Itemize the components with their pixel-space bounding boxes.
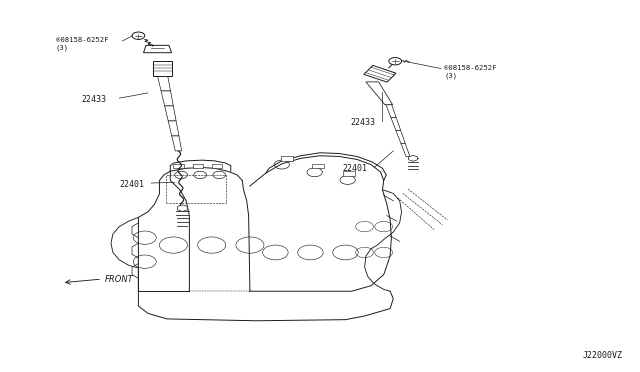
Text: 22401: 22401 <box>342 164 367 173</box>
Text: 22401: 22401 <box>119 180 144 189</box>
Polygon shape <box>143 45 172 53</box>
Polygon shape <box>386 105 396 118</box>
Polygon shape <box>177 205 188 211</box>
Bar <box>312 164 324 168</box>
Polygon shape <box>364 65 396 82</box>
Bar <box>193 164 203 168</box>
Polygon shape <box>408 155 417 161</box>
Polygon shape <box>401 144 410 157</box>
Polygon shape <box>161 91 173 106</box>
Bar <box>344 171 355 176</box>
Bar <box>153 61 172 76</box>
Polygon shape <box>164 106 176 121</box>
Polygon shape <box>396 131 405 144</box>
Bar <box>212 164 222 168</box>
Bar <box>281 157 292 161</box>
Polygon shape <box>172 136 182 151</box>
Bar <box>173 164 184 168</box>
Polygon shape <box>168 121 179 136</box>
Polygon shape <box>391 118 401 131</box>
Text: ®08158-6252F
(3): ®08158-6252F (3) <box>56 37 108 51</box>
Circle shape <box>389 58 401 65</box>
Bar <box>166 175 227 203</box>
Text: FRONT: FRONT <box>105 275 134 283</box>
Polygon shape <box>366 82 393 105</box>
Circle shape <box>132 32 145 39</box>
Text: J22000VZ: J22000VZ <box>582 350 623 359</box>
Text: ®08158-6252F
(3): ®08158-6252F (3) <box>444 64 497 78</box>
Polygon shape <box>157 76 170 91</box>
Text: 22433: 22433 <box>81 95 106 104</box>
Text: 22433: 22433 <box>351 118 376 127</box>
